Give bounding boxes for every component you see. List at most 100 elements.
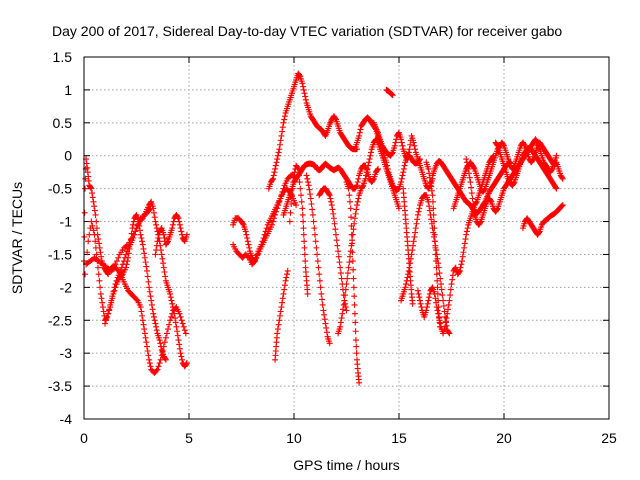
data-point xyxy=(409,247,416,254)
data-point xyxy=(282,277,289,284)
data-point xyxy=(398,139,405,146)
data-point xyxy=(355,175,362,182)
data-point xyxy=(333,231,339,238)
data-series-arc-27 xyxy=(519,202,566,238)
data-point xyxy=(175,337,182,344)
data-point xyxy=(300,218,307,225)
data-point xyxy=(279,295,286,302)
data-point xyxy=(463,159,470,166)
data-point xyxy=(558,203,565,210)
data-point xyxy=(142,259,149,266)
data-point xyxy=(430,205,437,212)
data-point xyxy=(436,270,443,277)
data-point xyxy=(270,175,276,182)
data-point xyxy=(148,301,155,308)
data-point xyxy=(153,367,160,374)
data-point xyxy=(348,222,355,229)
data-point xyxy=(403,277,410,284)
data-point xyxy=(152,218,159,225)
data-point xyxy=(445,306,451,313)
data-point xyxy=(343,281,350,288)
data-point xyxy=(83,160,90,167)
data-point xyxy=(323,329,330,336)
data-point xyxy=(244,235,251,241)
data-point xyxy=(300,86,307,93)
data-point xyxy=(389,150,395,157)
data-point xyxy=(357,126,364,133)
data-point xyxy=(174,332,181,339)
data-point xyxy=(425,297,432,304)
data-point xyxy=(352,337,359,344)
data-point xyxy=(157,340,164,347)
data-point xyxy=(141,250,148,257)
data-point xyxy=(280,290,287,297)
data-point xyxy=(145,352,152,359)
data-point xyxy=(107,301,114,308)
data-point xyxy=(110,288,117,295)
data-point xyxy=(92,244,99,251)
data-point xyxy=(410,139,417,146)
data-point xyxy=(330,210,337,217)
data-point xyxy=(140,321,147,328)
data-point xyxy=(435,297,442,304)
data-point xyxy=(102,320,108,327)
data-point xyxy=(348,214,355,221)
data-point xyxy=(553,152,560,159)
data-point xyxy=(470,200,477,207)
data-point xyxy=(151,313,157,320)
data-point xyxy=(103,317,110,324)
data-point xyxy=(457,264,464,271)
data-point xyxy=(337,264,344,271)
data-point xyxy=(345,185,352,192)
data-point xyxy=(356,129,363,136)
data-point xyxy=(300,83,307,90)
data-point xyxy=(176,310,183,317)
data-point xyxy=(153,323,160,330)
data-point xyxy=(356,379,363,386)
data-point xyxy=(246,244,253,251)
data-point xyxy=(329,206,336,213)
data-point xyxy=(468,184,475,191)
data-point xyxy=(364,165,371,172)
data-point xyxy=(346,259,353,266)
data-point xyxy=(88,218,95,225)
data-point xyxy=(487,197,494,204)
data-point xyxy=(96,277,103,284)
plot-frame xyxy=(83,56,610,420)
data-point xyxy=(351,215,358,222)
data-point xyxy=(363,172,370,179)
data-point xyxy=(428,183,435,190)
data-point xyxy=(96,240,103,247)
data-point xyxy=(92,238,99,245)
data-point xyxy=(407,260,414,267)
plot-area xyxy=(81,70,566,386)
data-point xyxy=(374,166,381,173)
data-point xyxy=(399,172,406,179)
data-point xyxy=(97,249,104,256)
x-tick-label: 25 xyxy=(601,430,617,446)
data-point xyxy=(297,185,304,192)
data-point xyxy=(138,308,145,315)
y-axis-label: SDTVAR / TECUs xyxy=(9,182,25,294)
data-point xyxy=(330,215,337,222)
data-point xyxy=(277,141,283,148)
data-point xyxy=(178,353,185,360)
data-point xyxy=(442,313,449,320)
data-point xyxy=(169,221,176,228)
data-point xyxy=(350,284,357,291)
data-point xyxy=(309,211,316,218)
data-point xyxy=(405,149,412,156)
data-point xyxy=(353,350,360,357)
data-series-arc-11 xyxy=(272,267,291,363)
data-point xyxy=(89,190,96,197)
data-point xyxy=(314,258,321,265)
data-point xyxy=(350,266,357,273)
data-point xyxy=(449,276,456,283)
data-series-arc-22 xyxy=(423,159,443,330)
data-point xyxy=(95,236,102,243)
data-point xyxy=(169,304,176,311)
data-point xyxy=(423,307,430,314)
data-point xyxy=(424,304,430,311)
data-point xyxy=(147,199,154,206)
